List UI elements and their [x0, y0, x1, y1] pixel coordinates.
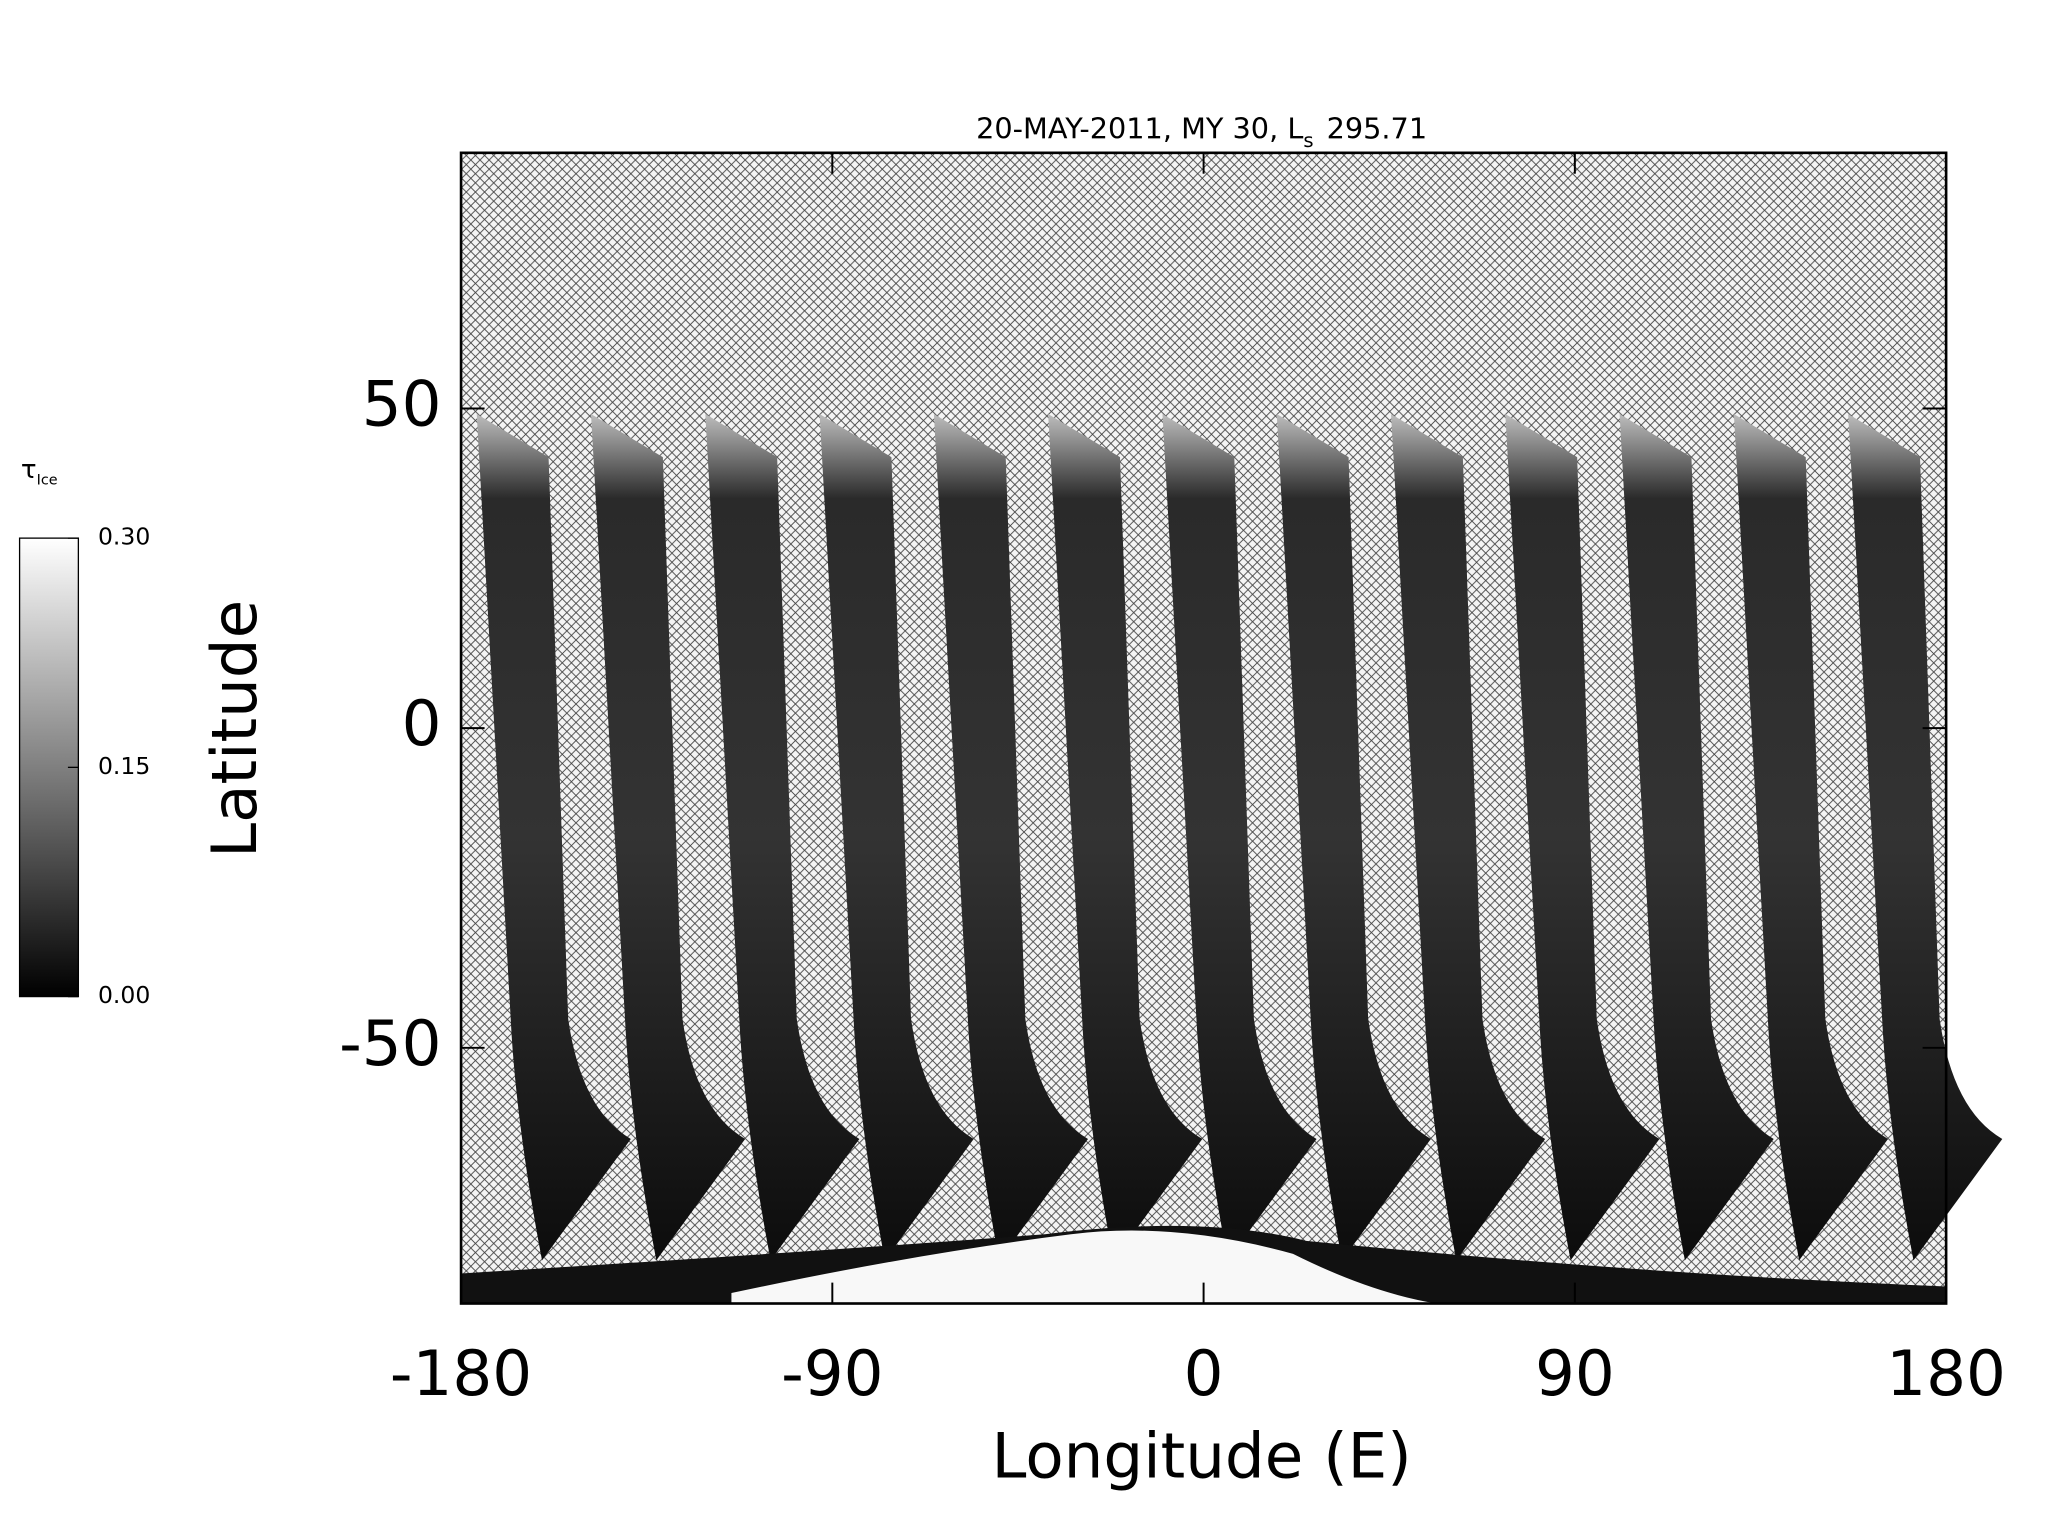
swath	[933, 414, 1088, 1261]
chart-title: 20-MAY-2011, MY 30, Ls 295.71	[976, 112, 1427, 152]
swath	[476, 414, 631, 1261]
polar-cap	[731, 1230, 1437, 1304]
swath	[819, 414, 974, 1261]
title-main: 20-MAY-2011, MY 30, L	[976, 112, 1303, 146]
x-tick-label: -180	[390, 1337, 532, 1410]
swath	[1048, 414, 1203, 1261]
orbit-swaths	[476, 414, 2003, 1261]
x-axis-label: Longitude (E)	[992, 1419, 1412, 1492]
colorbar-tick-label: 0.00	[98, 981, 150, 1009]
swath	[1162, 414, 1317, 1261]
colorbar-title: τIce	[21, 455, 58, 489]
y-tick-label: 0	[402, 687, 442, 760]
y-tick-label: 50	[362, 368, 442, 441]
x-tick-label: 180	[1886, 1337, 2006, 1410]
colorbar-title-subscript: Ice	[37, 473, 58, 489]
title-subscript: s	[1303, 129, 1313, 152]
x-tick-label: 90	[1535, 1337, 1615, 1410]
x-tick-label: -90	[781, 1337, 883, 1410]
colorbar-tick-label: 0.15	[98, 752, 150, 780]
swath	[705, 414, 860, 1261]
swath	[591, 414, 746, 1261]
y-axis-label: Latitude	[198, 600, 271, 858]
colorbar-title-main: τ	[21, 455, 37, 485]
colorbar-tick-label: 0.30	[98, 523, 150, 551]
swath	[1733, 414, 1888, 1261]
y-tick-label: -50	[339, 1007, 441, 1080]
swath	[1505, 414, 1660, 1261]
x-tick-label: 0	[1184, 1337, 1224, 1410]
swath	[1848, 414, 2003, 1261]
swath	[1619, 414, 1774, 1261]
plot-area	[459, 151, 2003, 1305]
title-suffix: 295.71	[1327, 112, 1428, 146]
swath	[1391, 414, 1546, 1261]
colorbar	[18, 537, 80, 998]
swath	[1276, 414, 1431, 1261]
